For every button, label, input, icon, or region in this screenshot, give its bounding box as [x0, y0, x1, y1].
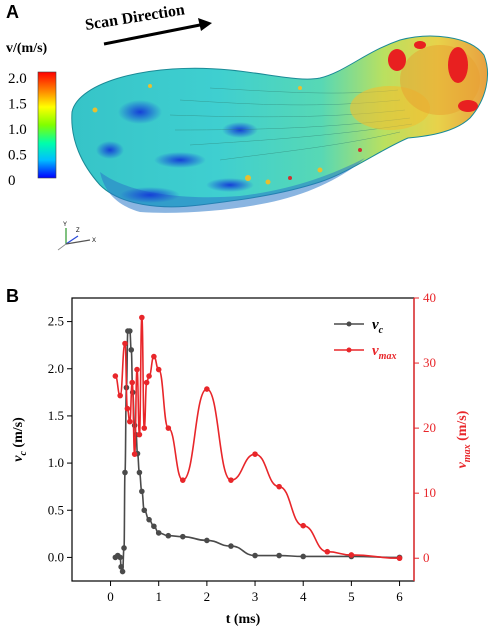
- data-point: [117, 392, 123, 399]
- axis-triad-y: Y: [63, 222, 67, 228]
- data-point: [300, 553, 307, 560]
- data-point: [228, 543, 234, 549]
- data-point: [276, 483, 282, 490]
- data-point: [141, 425, 148, 431]
- velocity-chart: 0 1 2 3 4 5 6 0.0 0.5 1.0 1.5 2.0 2.5 0 10 20 30 40 t (ms)…: [11, 290, 473, 627]
- legend-marker: [346, 321, 352, 327]
- data-point: [143, 379, 150, 386]
- panel-a-label: A: [6, 2, 19, 22]
- colorbar-tick-label: 1.0: [8, 122, 27, 138]
- data-point: [228, 477, 234, 483]
- data-point: [165, 532, 172, 539]
- panel-b-label: B: [6, 286, 19, 306]
- legend-marker: [346, 347, 352, 353]
- data-point: [127, 328, 133, 334]
- y-left-tick-label: 0.0: [48, 549, 64, 564]
- x-tick-label: 6: [396, 589, 403, 604]
- panel-a: A: [0, 0, 498, 275]
- data-point: [276, 552, 282, 559]
- legend-label: vmax: [372, 343, 396, 362]
- data-point: [179, 477, 186, 483]
- colorbar-tick-label: 1.5: [8, 97, 27, 113]
- data-point: [141, 507, 148, 514]
- data-point: [136, 469, 143, 476]
- hot-spots: [388, 41, 478, 112]
- colorbar-tick-label: 2.0: [8, 71, 27, 87]
- data-point: [124, 405, 131, 412]
- data-point: [118, 564, 124, 570]
- data-point: [134, 366, 140, 373]
- x-tick-label: 1: [155, 589, 162, 604]
- y-right-tick-label: 30: [423, 355, 436, 370]
- data-point: [119, 568, 126, 575]
- y-right-tick-label: 40: [423, 290, 436, 305]
- data-point: [127, 418, 133, 425]
- x-axis-label: t (ms): [226, 612, 261, 627]
- colorbar-title: v/(m/s): [6, 41, 48, 56]
- data-point: [136, 431, 143, 438]
- data-point: [204, 537, 210, 544]
- data-point: [155, 530, 162, 536]
- y-left-tick-label: 2.0: [48, 361, 64, 376]
- data-point: [128, 347, 135, 353]
- data-point: [204, 386, 210, 392]
- y-left-tick-label: 1.0: [48, 455, 64, 470]
- data-point: [146, 373, 152, 379]
- melt-pool-surface: [71, 35, 488, 213]
- data-point: [151, 353, 157, 360]
- data-point: [252, 451, 258, 457]
- data-point: [139, 488, 145, 495]
- x-tick-label: 0: [107, 589, 114, 604]
- melt-pool-figure: Scan Direction v/(m/s) 2.0 1.5 1.0 0.5 0: [6, 1, 488, 251]
- data-point: [139, 314, 145, 321]
- x-tick-label: 5: [348, 589, 355, 604]
- y-right-tick-label: 0: [423, 550, 430, 565]
- data-point: [165, 425, 172, 431]
- data-point: [112, 373, 119, 379]
- data-point: [348, 552, 355, 558]
- x-tick-label: 3: [252, 589, 259, 604]
- axis-triad-x: X: [92, 238, 96, 244]
- axis-triad-z: Z: [76, 228, 80, 234]
- series-line-vmax: [114, 316, 400, 560]
- colorbar-tick-label: 0: [8, 173, 16, 189]
- y-left-tick-label: 1.5: [48, 408, 64, 423]
- panel-b: B 0 1 2 3 4 5 6 0.0 0.5 1.0 1.5 2.0 2.5 0 10 20 30 40 t (m…: [0, 280, 498, 628]
- plot-frame: [71, 297, 415, 582]
- data-point: [129, 379, 136, 386]
- x-tick-label: 4: [300, 589, 307, 604]
- data-point: [155, 366, 162, 373]
- data-point: [324, 548, 331, 555]
- x-tick-label: 2: [204, 589, 211, 604]
- data-point: [396, 555, 403, 562]
- data-point: [121, 545, 127, 551]
- data-point: [300, 522, 307, 529]
- data-point: [122, 340, 128, 347]
- y-left-tick-label: 0.5: [48, 502, 64, 517]
- legend-label: vc: [372, 317, 384, 336]
- data-point: [117, 554, 123, 561]
- axes-triad-icon: Y Z X: [57, 222, 96, 251]
- data-point: [252, 552, 258, 559]
- data-point: [131, 451, 138, 457]
- data-point: [179, 533, 186, 540]
- y-left-tick-label: 2.5: [48, 314, 64, 329]
- data-point: [122, 469, 128, 476]
- scan-direction-arrow: [103, 18, 212, 46]
- data-point: [151, 523, 157, 530]
- y-right-tick-label: 10: [423, 485, 436, 500]
- scan-direction-label: Scan Direction: [84, 1, 186, 34]
- y-right-axis-label: vmax (m/s): [455, 410, 473, 468]
- colorbar: [37, 71, 57, 179]
- y-left-axis-label: vc (m/s): [11, 417, 29, 462]
- colorbar-tick-label: 0.5: [8, 148, 27, 164]
- data-point: [146, 516, 152, 523]
- y-right-tick-label: 20: [423, 420, 436, 435]
